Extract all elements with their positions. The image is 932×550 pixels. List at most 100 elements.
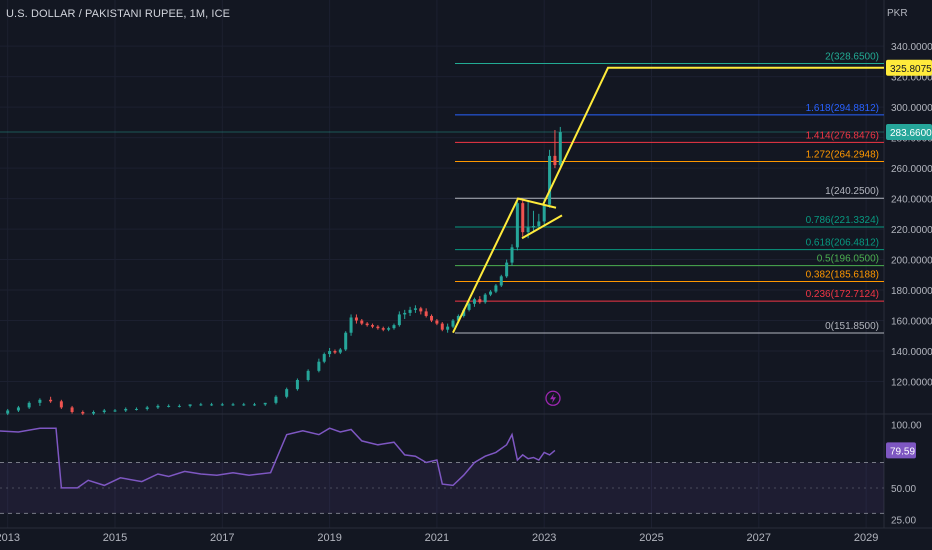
candle-body (328, 351, 332, 355)
candle-body (472, 299, 476, 304)
candle-body (134, 408, 138, 410)
candle-body (231, 404, 235, 406)
candle-body (16, 407, 20, 411)
lightning-icon (545, 390, 561, 406)
price-axis-tick: 260.0000 (891, 164, 932, 175)
candle-body (478, 299, 482, 303)
candle-body (424, 311, 428, 316)
price-axis-tick: 340.0000 (891, 42, 932, 53)
candle-body (467, 303, 471, 310)
candle-body (295, 379, 299, 390)
candle-body (494, 285, 498, 292)
candle-body (306, 370, 310, 380)
candle-body (210, 404, 214, 406)
candle-body (188, 404, 192, 406)
time-axis-tick: 2019 (317, 532, 341, 544)
fib-level-label: 2(328.6500) (825, 51, 879, 62)
lightning-icon-glyph (550, 393, 556, 404)
time-axis-tick: 2021 (425, 532, 449, 544)
fib-level-label: 0.236(172.7124) (806, 289, 879, 300)
candle-body (542, 204, 546, 222)
rsi-value-badge (886, 442, 916, 459)
trend-drawing-projection (542, 66, 884, 206)
price-axis-tick: 120.0000 (891, 378, 932, 389)
candle-body (446, 326, 450, 330)
candle-body (354, 317, 358, 321)
symbol-title: U.S. DOLLAR / PAKISTANI RUPEE, 1M, ICE (6, 8, 231, 20)
price-axis-tick: 300.0000 (891, 103, 932, 114)
candle-body (81, 412, 85, 414)
candle-body (537, 221, 541, 227)
candle-body (397, 314, 401, 326)
price-axis-tick: 220.0000 (891, 225, 932, 236)
candle-body (435, 320, 439, 324)
candle-body (252, 404, 256, 406)
candle-body (59, 401, 63, 408)
time-axis-tick: 2029 (854, 532, 878, 544)
candle-body (102, 410, 106, 412)
fib-level-label: 1.618(294.8812) (806, 103, 879, 114)
candle-body (440, 323, 444, 330)
candle-body (408, 309, 412, 313)
price-axis-tick: 140.0000 (891, 347, 932, 358)
candle-body (167, 405, 171, 407)
candle-body (92, 412, 96, 414)
candle-body (38, 399, 42, 403)
candle-body (526, 227, 530, 233)
candle-body (145, 407, 149, 409)
candle-body (317, 361, 321, 371)
candle-body (242, 404, 246, 406)
candle-body (124, 408, 128, 411)
price-axis-tick: 180.0000 (891, 286, 932, 297)
candle-body (344, 332, 348, 350)
candle-body (515, 203, 519, 248)
candle-body (365, 323, 369, 326)
candle-body (499, 276, 503, 286)
price-axis-tick: 160.0000 (891, 317, 932, 328)
candle-body (548, 155, 552, 205)
candle-body (333, 351, 337, 353)
time-axis-tick: 2015 (103, 532, 127, 544)
fib-level-label: 0.786(221.3324) (806, 215, 879, 226)
candle-body (263, 402, 267, 405)
fib-level-label: 1.272(264.2948) (806, 150, 879, 161)
candle-body (510, 247, 514, 263)
price-axis-tick: 200.0000 (891, 256, 932, 267)
fib-level-label: 1.414(276.8476) (806, 130, 879, 141)
time-axis-tick: 2013 (0, 532, 20, 544)
rsi-line (0, 427, 556, 489)
candle-body (27, 402, 31, 408)
candle-body (456, 315, 460, 321)
fib-level-label: 0.382(185.6188) (806, 269, 879, 280)
candle-body (531, 226, 535, 228)
rsi-axis-tick: 50.00 (891, 484, 916, 495)
candle-body (274, 396, 278, 403)
candle-body (6, 410, 10, 414)
fib-level-label: 0.5(196.0500) (817, 254, 879, 265)
candle-body (505, 262, 509, 277)
candle-body (387, 328, 391, 330)
currency-label: PKR (887, 8, 908, 19)
price-label-text: 283.6600 (890, 128, 932, 139)
rsi-axis-tick: 25.00 (891, 516, 916, 527)
fib-level-label: 1(240.2500) (825, 186, 879, 197)
candle-body (489, 291, 493, 295)
time-axis-tick: 2025 (639, 532, 663, 544)
price-label-text: 325.8075 (890, 64, 932, 75)
candle-body (483, 294, 487, 303)
fib-level-label: 0(151.8500) (825, 321, 879, 332)
candle-body (285, 389, 289, 397)
candle-body (462, 309, 466, 316)
price-label-badge (886, 124, 932, 141)
fib-level-label: 0.618(206.4812) (806, 238, 879, 249)
candle-body (430, 315, 434, 321)
price-label-badge (886, 59, 932, 76)
candle-body (360, 320, 364, 324)
candle-body (156, 405, 160, 408)
candle-body (392, 325, 396, 329)
candle-body (49, 399, 53, 402)
time-axis-tick: 2027 (747, 532, 771, 544)
rsi-axis-tick: 100.00 (891, 420, 922, 431)
